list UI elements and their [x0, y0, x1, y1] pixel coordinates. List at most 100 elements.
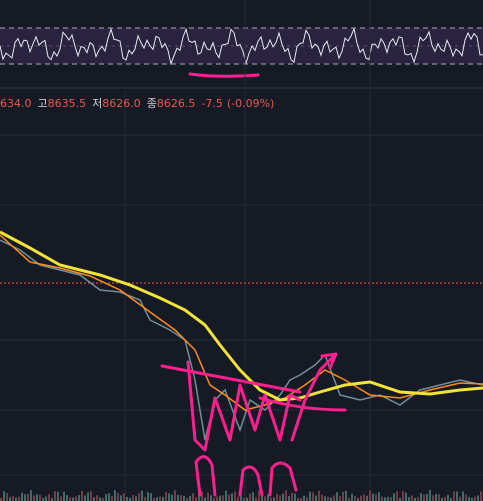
- volume-bar: [264, 496, 266, 501]
- volume-bar: [138, 493, 140, 501]
- volume-bar: [51, 497, 53, 501]
- volume-bar: [39, 494, 41, 501]
- volume-bar: [249, 493, 251, 501]
- high-label: 고: [38, 97, 48, 110]
- volume-bar: [444, 497, 446, 501]
- volume-bar: [378, 492, 380, 501]
- volume-bar: [201, 491, 203, 501]
- volume-bar: [255, 497, 257, 501]
- volume-bar: [273, 497, 275, 501]
- volume-bar: [36, 494, 38, 501]
- volume-bar: [246, 497, 248, 501]
- volume-bar: [114, 490, 116, 501]
- volume-bar: [432, 495, 434, 501]
- volume-bar: [426, 494, 428, 501]
- volume-bar: [390, 497, 392, 501]
- volume-bar: [24, 494, 26, 501]
- volume-bar: [258, 490, 260, 501]
- volume-bar: [324, 496, 326, 501]
- volume-bar: [336, 492, 338, 501]
- volume-bar: [54, 491, 56, 501]
- volume-bar: [147, 492, 149, 501]
- volume-bar: [12, 496, 14, 501]
- volume-bar: [399, 497, 401, 501]
- volume-bar: [0, 498, 2, 501]
- volume-bar: [84, 495, 86, 501]
- volume-bar: [393, 493, 395, 501]
- volume-bar: [204, 497, 206, 501]
- volume-bar: [180, 495, 182, 501]
- volume-bar: [411, 495, 413, 501]
- volume-bar: [219, 495, 221, 501]
- volume-bar: [96, 495, 98, 501]
- volume-bar: [285, 490, 287, 501]
- volume-bar: [459, 496, 461, 501]
- volume-bar: [402, 491, 404, 501]
- volume-bar: [159, 496, 161, 501]
- volume-bar: [126, 496, 128, 501]
- ma-long: [0, 230, 483, 402]
- volume-bar: [375, 494, 377, 501]
- volume-bar: [3, 491, 5, 501]
- volume-bar: [240, 496, 242, 501]
- volume-bar: [69, 497, 71, 501]
- volume-bar: [372, 493, 374, 501]
- volume-bar: [111, 496, 113, 501]
- volume-bar: [387, 496, 389, 501]
- annotation-underline: [188, 72, 260, 78]
- volume-bar: [57, 491, 59, 501]
- ohlc-legend: 634.0 고8635.5 저8626.0 종8626.5 -7.5 (-0.09%): [0, 97, 274, 110]
- volume-bar: [171, 494, 173, 501]
- volume-bar: [351, 493, 353, 501]
- volume-bar: [252, 492, 254, 501]
- volume-bar: [297, 497, 299, 501]
- volume-bar: [480, 491, 482, 501]
- volume-bar: [303, 495, 305, 501]
- volume-bar: [192, 493, 194, 501]
- volume-bar: [396, 491, 398, 501]
- volume-bar: [438, 494, 440, 501]
- volume-bar: [129, 497, 131, 501]
- volume-bar: [477, 495, 479, 501]
- volume-bar: [333, 495, 335, 501]
- volume-bar: [279, 495, 281, 501]
- volume-bar: [90, 491, 92, 501]
- volume-bar: [468, 496, 470, 501]
- volume-bar: [450, 497, 452, 501]
- annotation-arches: [194, 455, 298, 497]
- volume-bar: [210, 495, 212, 501]
- volume-bar: [225, 490, 227, 501]
- volume-bar: [441, 497, 443, 501]
- volume-bar: [348, 497, 350, 501]
- volume-bar: [330, 497, 332, 501]
- change-pct: (-0.09%): [227, 97, 275, 110]
- volume-bar: [366, 495, 368, 501]
- volume-bar: [60, 496, 62, 501]
- volume-bar: [105, 494, 107, 501]
- volume-bar: [414, 497, 416, 501]
- volume-bar: [213, 497, 215, 501]
- low-label: 저: [92, 97, 102, 110]
- volume-bar: [465, 494, 467, 501]
- annotation-zigzag: [186, 352, 338, 452]
- volume-bar: [384, 497, 386, 501]
- volume-bar: [168, 493, 170, 501]
- volume-bar: [474, 496, 476, 501]
- volume-bar: [363, 494, 365, 501]
- volume-bar: [420, 493, 422, 501]
- volume-bar: [312, 492, 314, 501]
- volume-bar: [234, 491, 236, 501]
- volume-bar: [123, 493, 125, 501]
- volume-bar: [120, 495, 122, 501]
- volume-bar: [456, 491, 458, 501]
- volume-bar: [42, 497, 44, 501]
- volume-bar: [417, 497, 419, 501]
- volume-bar: [153, 497, 155, 501]
- volume-bar: [216, 496, 218, 501]
- volume-bar: [177, 494, 179, 501]
- volume-bar: [309, 491, 311, 501]
- close: 8626.5: [157, 97, 196, 110]
- volume-bar: [18, 496, 20, 501]
- volume-bar: [186, 497, 188, 501]
